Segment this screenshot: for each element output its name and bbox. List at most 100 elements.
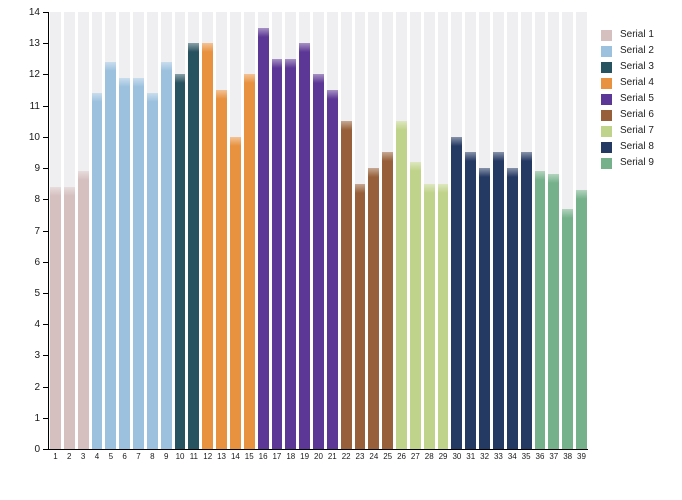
bar[interactable] [202, 43, 214, 449]
bar[interactable] [216, 90, 227, 449]
y-axis-tick [43, 292, 48, 294]
bar-slot: 35 [520, 12, 532, 461]
y-axis-label: 1 [34, 412, 40, 424]
y-axis-label: 13 [28, 38, 40, 50]
bar[interactable] [534, 171, 546, 449]
bar[interactable] [77, 171, 89, 449]
legend-item[interactable]: Serial 9 [601, 155, 654, 171]
legend-label: Serial 3 [620, 61, 654, 72]
x-axis-label: 14 [230, 452, 240, 461]
legend-swatch [601, 125, 612, 137]
legend-label: Serial 1 [620, 29, 654, 40]
bar[interactable] [299, 43, 311, 449]
bar-slot: 33 [493, 12, 504, 461]
x-axis-label: 36 [535, 452, 545, 461]
bar[interactable] [465, 152, 477, 449]
bar[interactable] [160, 61, 172, 449]
legend-item[interactable]: Serial 2 [601, 43, 654, 59]
x-axis-label: 22 [341, 452, 351, 461]
bar-slot: 1 [50, 12, 61, 461]
bar[interactable] [243, 74, 255, 449]
bar[interactable] [119, 77, 131, 449]
x-axis-label: 26 [397, 452, 406, 461]
x-axis-label: 25 [383, 452, 393, 461]
bar[interactable] [409, 161, 421, 449]
legend-item[interactable]: Serial 7 [601, 123, 654, 139]
bar[interactable] [133, 77, 144, 449]
legend-swatch [601, 157, 612, 169]
bar[interactable] [105, 61, 117, 449]
bar[interactable] [354, 183, 366, 449]
bar[interactable] [382, 152, 394, 449]
bar-slot: 32 [479, 12, 490, 461]
bar[interactable] [479, 168, 490, 449]
bar[interactable] [50, 186, 61, 449]
y-axis-tick [43, 74, 48, 76]
bar-slot: 29 [437, 12, 449, 461]
bar[interactable] [548, 174, 560, 449]
legend-item[interactable]: Serial 6 [601, 107, 654, 123]
x-axis-label: 29 [438, 452, 448, 461]
bar-slot: 2 [63, 12, 75, 461]
y-axis-tick [43, 386, 48, 388]
bar[interactable] [493, 152, 504, 449]
bar[interactable] [91, 93, 103, 449]
legend-item[interactable]: Serial 8 [601, 139, 654, 155]
bar-slot: 9 [160, 12, 172, 461]
bar-slot: 18 [285, 12, 297, 461]
x-axis-label: 38 [563, 452, 573, 461]
x-axis-label: 7 [136, 452, 141, 461]
x-axis-label: 10 [175, 452, 185, 461]
y-axis-tick [43, 230, 48, 232]
x-axis-label: 16 [258, 452, 268, 461]
bar[interactable] [229, 136, 241, 449]
bar[interactable] [188, 43, 200, 449]
bar[interactable] [313, 74, 324, 449]
bar-slot: 34 [506, 12, 518, 461]
bar[interactable] [520, 152, 532, 449]
bar-slot: 25 [382, 12, 394, 461]
y-axis-label: 5 [34, 287, 40, 299]
bar[interactable] [326, 90, 338, 449]
legend-item[interactable]: Serial 1 [601, 27, 654, 43]
bar[interactable] [340, 121, 352, 449]
bar-slot: 19 [299, 12, 311, 461]
bar[interactable] [506, 168, 518, 449]
bar-slot: 3 [77, 12, 89, 461]
bar[interactable] [562, 208, 574, 449]
bar[interactable] [451, 136, 463, 449]
bar[interactable] [285, 58, 297, 449]
bar[interactable] [146, 93, 158, 449]
x-axis-label: 23 [355, 452, 365, 461]
bar[interactable] [368, 168, 380, 449]
bar-slot: 30 [451, 12, 463, 461]
y-axis-tick [43, 324, 48, 326]
bar[interactable] [174, 74, 186, 449]
bar[interactable] [437, 183, 449, 449]
x-axis-label: 19 [300, 452, 310, 461]
bar[interactable] [576, 189, 587, 449]
bar[interactable] [257, 27, 269, 449]
bar[interactable] [396, 121, 407, 449]
x-axis-label: 3 [80, 452, 86, 461]
x-axis-label: 1 [53, 452, 58, 461]
legend-swatch [601, 141, 612, 153]
x-axis-label: 2 [67, 452, 72, 461]
legend-label: Serial 5 [620, 93, 654, 104]
x-axis-label: 37 [549, 452, 559, 461]
bar-slot: 11 [188, 12, 200, 461]
legend-item[interactable]: Serial 4 [601, 75, 654, 91]
legend-item[interactable]: Serial 5 [601, 91, 654, 107]
legend-item[interactable]: Serial 3 [601, 59, 654, 75]
bar-slot: 21 [326, 12, 338, 461]
legend-label: Serial 4 [620, 77, 654, 88]
x-axis-label: 27 [410, 452, 420, 461]
x-axis-label: 21 [327, 452, 337, 461]
bar[interactable] [423, 183, 435, 449]
bar-slot: 38 [562, 12, 574, 461]
bar[interactable] [271, 58, 283, 449]
y-axis-label: 6 [34, 256, 40, 268]
y-axis-tick [43, 105, 48, 107]
bar[interactable] [63, 186, 75, 449]
